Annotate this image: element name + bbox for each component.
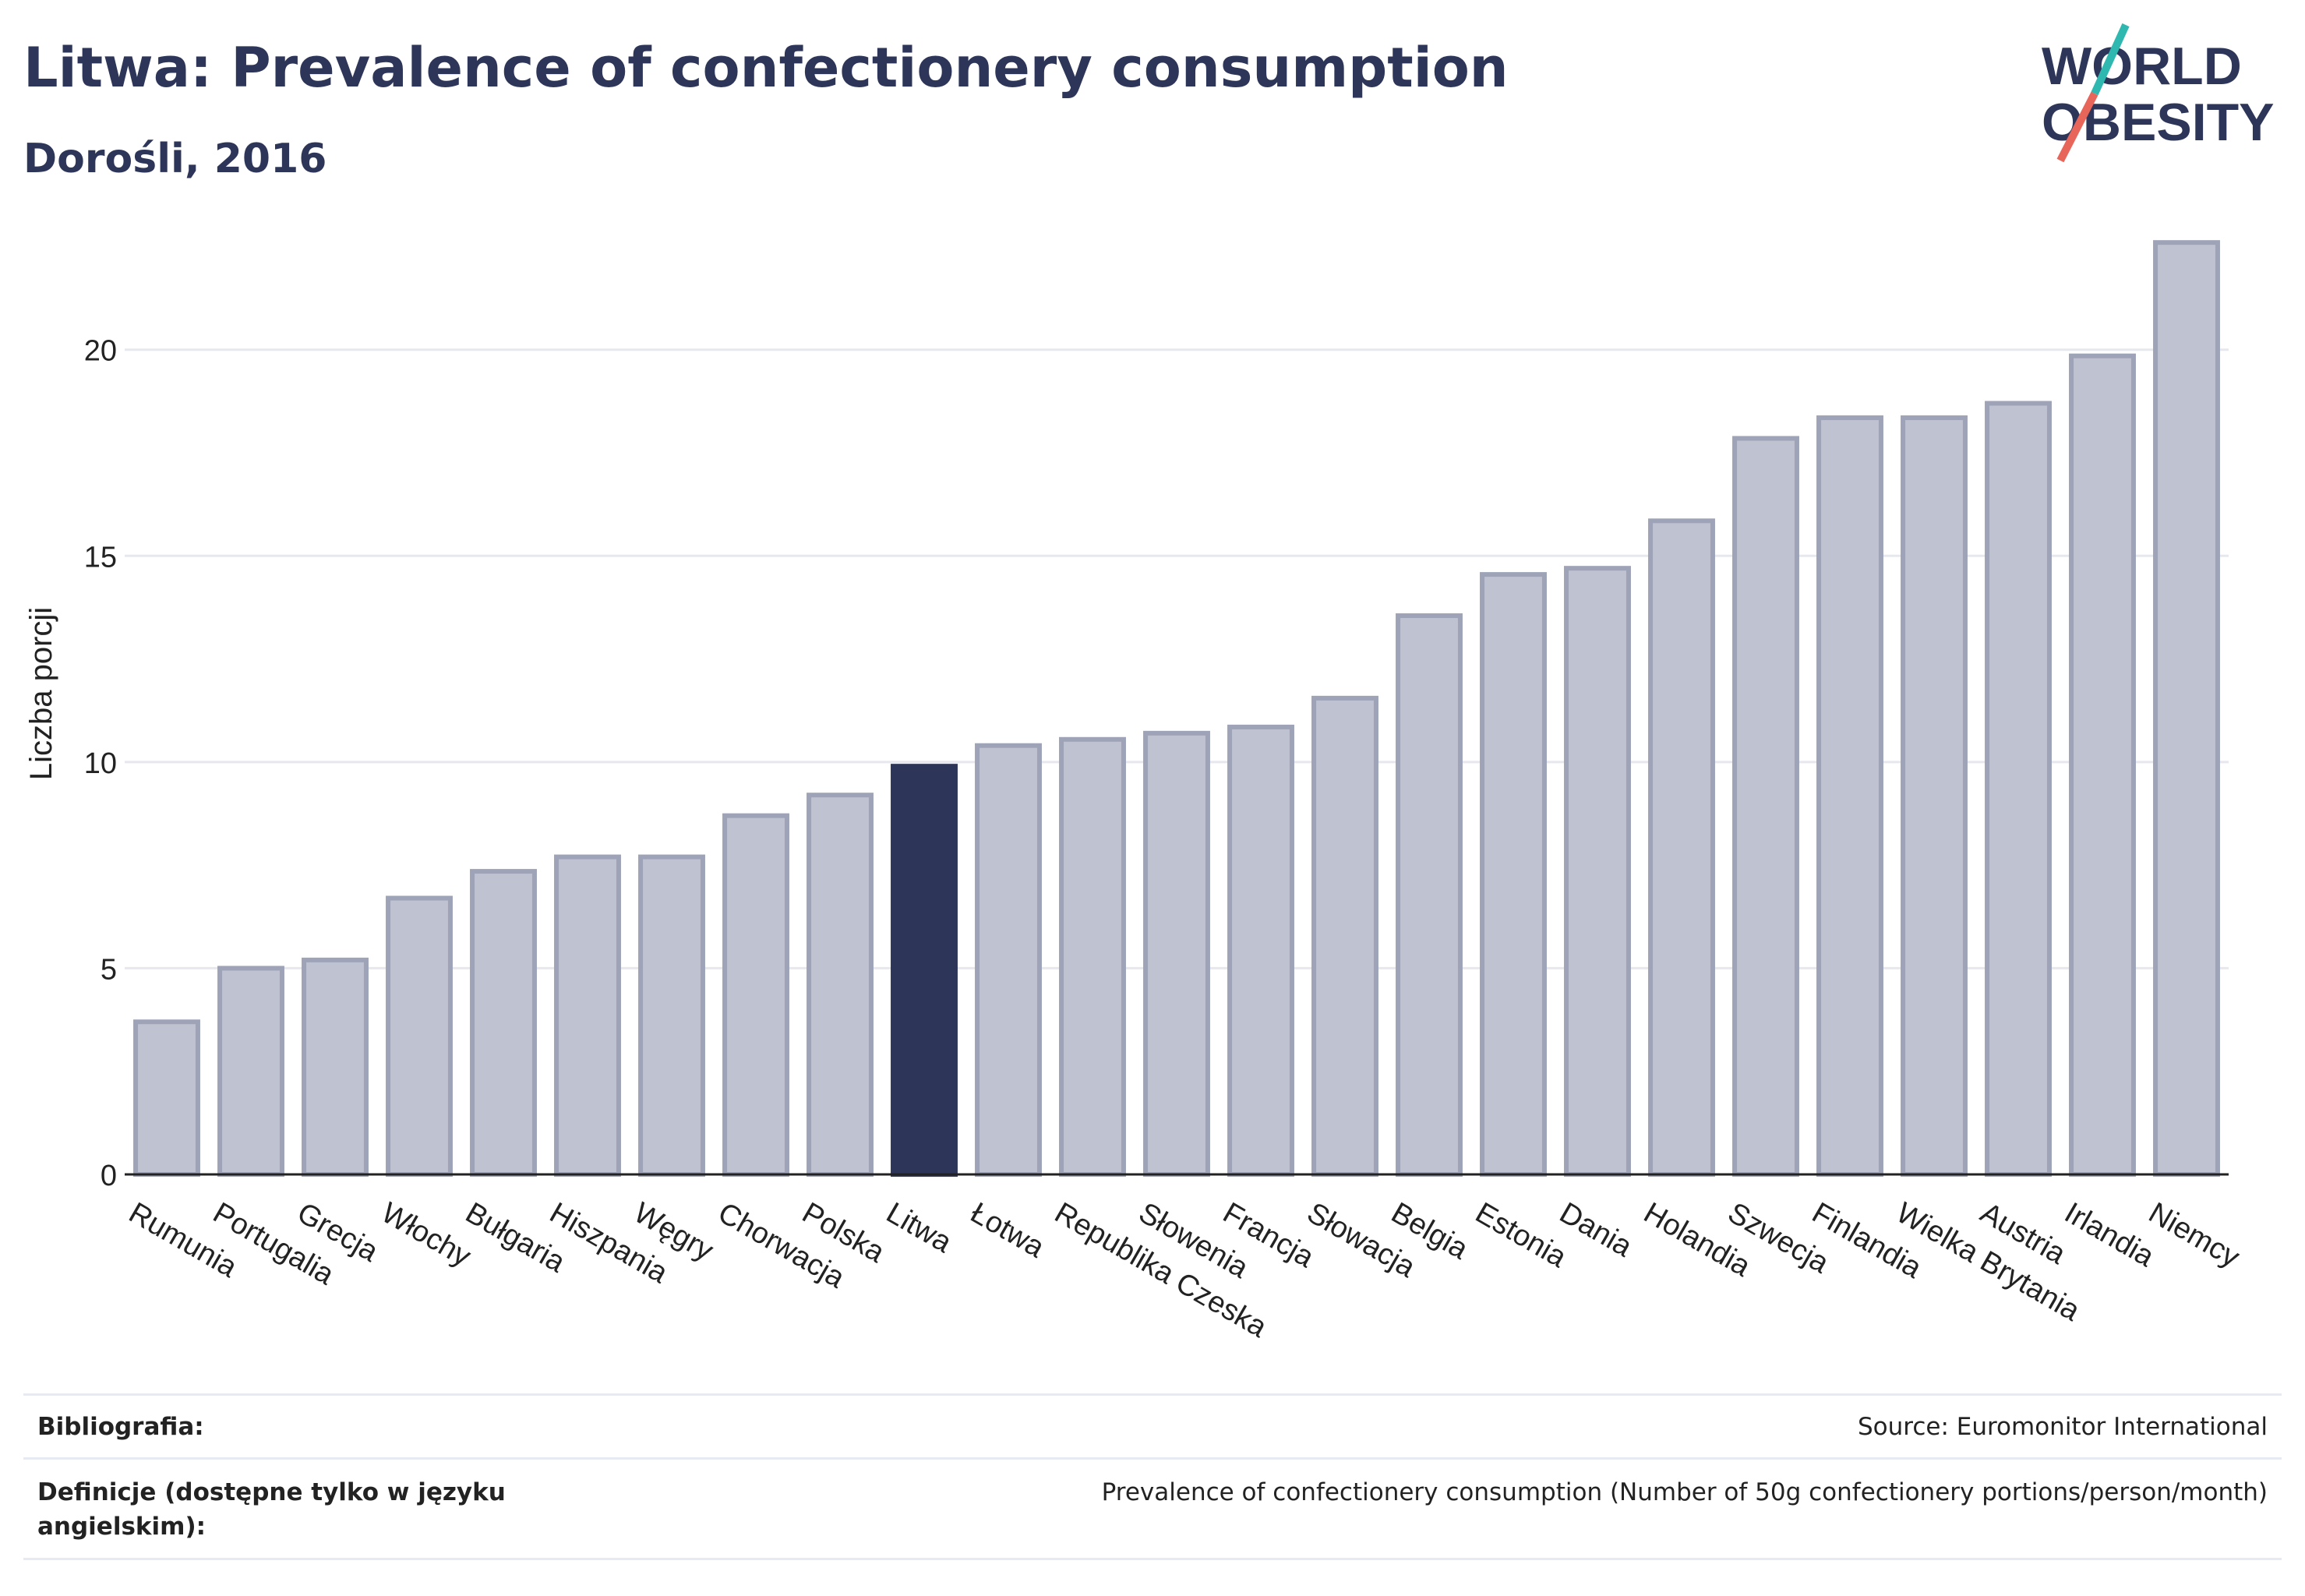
- bar-Estonia: [1480, 572, 1547, 1177]
- y-tick-label: 10: [84, 747, 117, 780]
- page-title: Litwa: Prevalence of confectionery consu…: [23, 36, 1509, 100]
- bar-Francja: [1227, 724, 1294, 1177]
- bar-Słowacja: [1311, 695, 1378, 1177]
- footer-row-bibliography: Bibliografia: Source: Euromonitor Intern…: [23, 1393, 2282, 1460]
- x-tick-label-Litwa: Litwa: [881, 1196, 958, 1259]
- bar-Łotwa: [975, 743, 1042, 1177]
- bar-chart: 0 5 10 15 20 RumuniaPortugaliaGrecjaWłochyBu…: [24, 240, 2245, 1344]
- y-tick-label: 15: [84, 541, 117, 574]
- bar-Grecja: [302, 957, 369, 1177]
- y-tick-label: 0: [101, 1160, 117, 1192]
- bar-Republika Czeska: [1059, 736, 1126, 1177]
- bar-Chorwacja: [722, 813, 789, 1177]
- y-tick-label: 20: [84, 335, 117, 368]
- bar-layer: [133, 240, 2220, 1178]
- bibliography-label: Bibliografia:: [37, 1413, 204, 1441]
- x-tick-label-Łotwa: Łotwa: [965, 1196, 1050, 1265]
- bar-Litwa: [891, 764, 958, 1177]
- bar-Finlandia: [1816, 415, 1883, 1177]
- x-tick-label-Niemcy: Niemcy: [2143, 1196, 2245, 1274]
- bar-Wielka Brytania: [1901, 415, 1968, 1177]
- axis-layer: 0 5 10 15 20: [84, 335, 2229, 1192]
- bar-Irlandia: [2069, 353, 2136, 1177]
- y-axis-label: Liczba porcji: [24, 607, 58, 780]
- footer-row-definitions: Definicje (dostępne tylko w języku angie…: [23, 1457, 2282, 1560]
- world-obesity-logo: WORLD OBESITY: [2042, 23, 2275, 163]
- bar-Dania: [1564, 566, 1631, 1177]
- bar-Belgia: [1396, 613, 1463, 1177]
- bar-Węgry: [638, 854, 705, 1177]
- bar-Hiszpania: [554, 854, 621, 1177]
- bar-Słowenia: [1143, 730, 1210, 1177]
- x-tick-label-Irlandia: Irlandia: [2059, 1196, 2160, 1273]
- definitions-value: Prevalence of confectionery consumption …: [1101, 1478, 2268, 1506]
- logo-line-1: WORLD: [2042, 37, 2242, 96]
- page-subtitle: Dorośli, 2016: [23, 136, 327, 182]
- logo-slash-coral-icon: [2056, 91, 2099, 163]
- bar-Austria: [1985, 401, 2052, 1177]
- logo-slash-teal-icon: [2091, 23, 2130, 96]
- bar-Polska: [807, 793, 874, 1177]
- definitions-label: Definicje (dostępne tylko w języku angie…: [37, 1478, 506, 1541]
- bar-Rumunia: [133, 1019, 200, 1177]
- bar-Włochy: [386, 895, 453, 1178]
- label-layer: RumuniaPortugaliaGrecjaWłochyBułgariaHis…: [123, 1196, 2245, 1344]
- y-tick-label: 5: [101, 953, 117, 986]
- bibliography-value: Source: Euromonitor International: [1857, 1413, 2268, 1441]
- bar-Szwecja: [1732, 436, 1799, 1177]
- bar-Holandia: [1648, 518, 1715, 1177]
- x-tick-label-Włochy: Włochy: [376, 1196, 476, 1273]
- x-tick-label-Estonia: Estonia: [1470, 1196, 1573, 1274]
- bar-Niemcy: [2153, 240, 2220, 1178]
- bar-Portugalia: [217, 966, 284, 1178]
- bar-Bułgaria: [470, 869, 537, 1177]
